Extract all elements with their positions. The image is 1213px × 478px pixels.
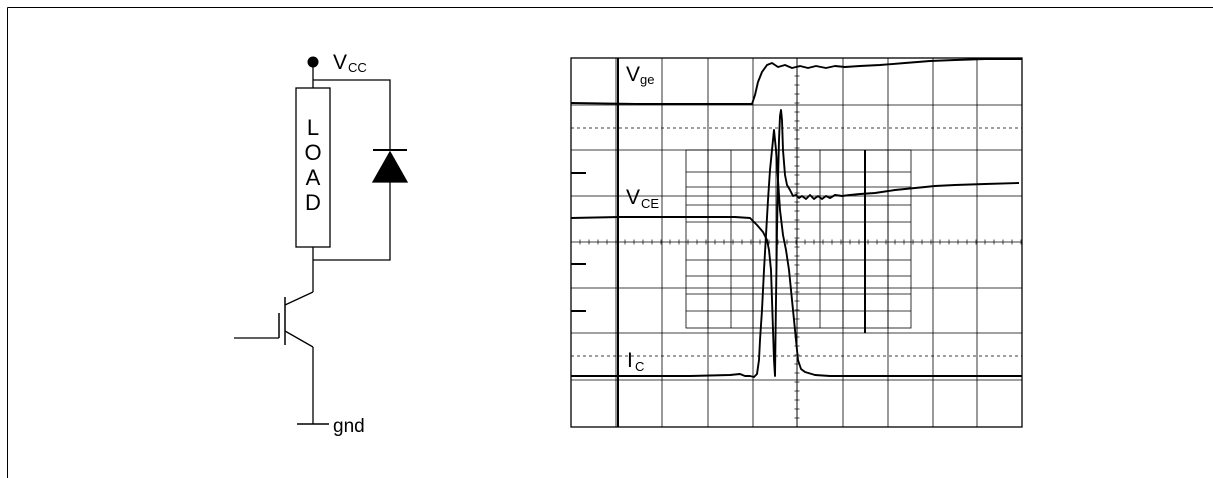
vce-label-main: V (626, 186, 640, 209)
load-letter-1: L (307, 115, 319, 140)
load-label: L O A D (304, 115, 321, 215)
supply-label-main: V (333, 51, 347, 74)
supply-label-sub: CC (348, 60, 367, 75)
ic-label-sub: C (635, 359, 644, 374)
diode-bottom-wire (313, 182, 391, 261)
supply-label: V CC (333, 51, 367, 75)
load-letter-4: D (305, 190, 321, 215)
vce-label-sub: CE (641, 196, 659, 211)
scope-center-axis-ticks-h (579, 239, 1022, 245)
vge-label-sub: ge (640, 72, 654, 87)
igbt-transistor (234, 291, 314, 424)
ic-label: I C (627, 349, 644, 374)
vce-label: V CE (626, 186, 659, 211)
figure-frame (7, 7, 1213, 478)
circuit-schematic (234, 56, 409, 425)
vge-label: V ge (626, 63, 654, 87)
vge-trace (570, 58, 1022, 105)
load-letter-3: A (306, 165, 321, 190)
scope-border (570, 57, 1023, 428)
scope-edge-markers (571, 172, 586, 312)
diode-top-wire (313, 79, 391, 150)
scope-waveforms (570, 58, 1022, 378)
freewheel-diode (371, 149, 409, 183)
load-letter-2: O (304, 140, 321, 165)
ic-trace (571, 129, 1022, 378)
ground-label: gnd (333, 416, 365, 437)
scope-inner-grid (685, 149, 912, 329)
ic-label-main: I (627, 349, 633, 372)
oscilloscope-screen: V ge V CE I C (570, 57, 1023, 428)
vge-label-main: V (626, 63, 640, 86)
